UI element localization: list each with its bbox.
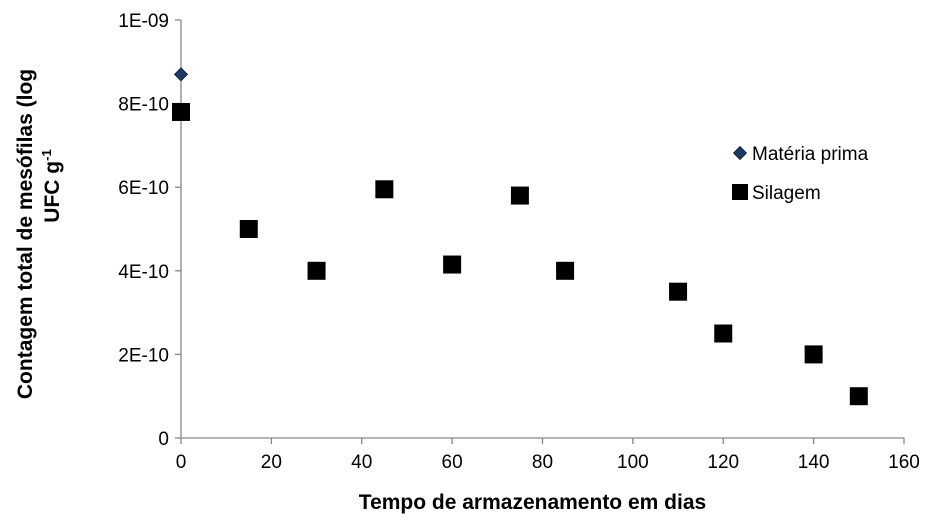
silagem-point xyxy=(849,387,868,406)
silagem-point xyxy=(307,261,326,280)
silagem-point xyxy=(510,186,529,205)
legend-label: Silagem xyxy=(752,183,821,204)
materia-prima-point xyxy=(173,67,189,82)
y-axis-title-superscript: -1 xyxy=(39,149,54,161)
y-tick-label: 1E-09 xyxy=(118,11,169,32)
x-tick-label: 140 xyxy=(798,452,830,473)
legend-silagem-marker xyxy=(732,184,748,200)
axes xyxy=(180,20,904,439)
y-tick-label: 4E-10 xyxy=(118,262,169,283)
y-tick-label: 0 xyxy=(158,429,169,450)
x-tick-label: 80 xyxy=(532,452,553,473)
y-axis-title-line2: UFC g-1 xyxy=(39,149,64,222)
x-tick-label: 120 xyxy=(707,452,739,473)
legend: Matéria prima Silagem xyxy=(732,144,869,204)
y-axis-title: Contagem total de mesófilas (log UFC g-1 xyxy=(14,69,64,399)
silagem-point xyxy=(172,102,190,121)
silagem-point xyxy=(804,345,823,364)
x-axis-ticks: 0 20 40 60 80 100 120 140 160 xyxy=(176,438,920,473)
x-axis-title: Tempo de armazenamento em dias xyxy=(359,491,706,514)
x-tick-label: 40 xyxy=(351,452,372,473)
silagem-point xyxy=(714,324,733,343)
silagem-point xyxy=(556,261,575,280)
x-tick-label: 20 xyxy=(261,452,282,473)
legend-materia-prima-marker xyxy=(732,145,748,161)
x-tick-label: 60 xyxy=(442,452,463,473)
silagem-point xyxy=(669,282,688,301)
silagem-point xyxy=(443,255,462,274)
y-axis-title-line1: Contagem total de mesófilas (log xyxy=(14,69,37,399)
y-tick-label: 8E-10 xyxy=(118,95,169,116)
y-tick-label: 6E-10 xyxy=(118,178,169,199)
y-axis-ticks: 0 2E-10 4E-10 6E-10 8E-10 1E-09 xyxy=(118,11,181,450)
data-points xyxy=(172,67,868,406)
x-tick-label: 100 xyxy=(617,452,649,473)
x-tick-label: 160 xyxy=(888,452,920,473)
y-tick-label: 2E-10 xyxy=(118,345,169,366)
y-axis-title-unit: UFC g xyxy=(41,161,64,223)
x-tick-label: 0 xyxy=(176,452,187,473)
silagem-point xyxy=(375,180,394,199)
silagem-point xyxy=(239,220,258,238)
legend-label: Matéria prima xyxy=(752,144,869,165)
